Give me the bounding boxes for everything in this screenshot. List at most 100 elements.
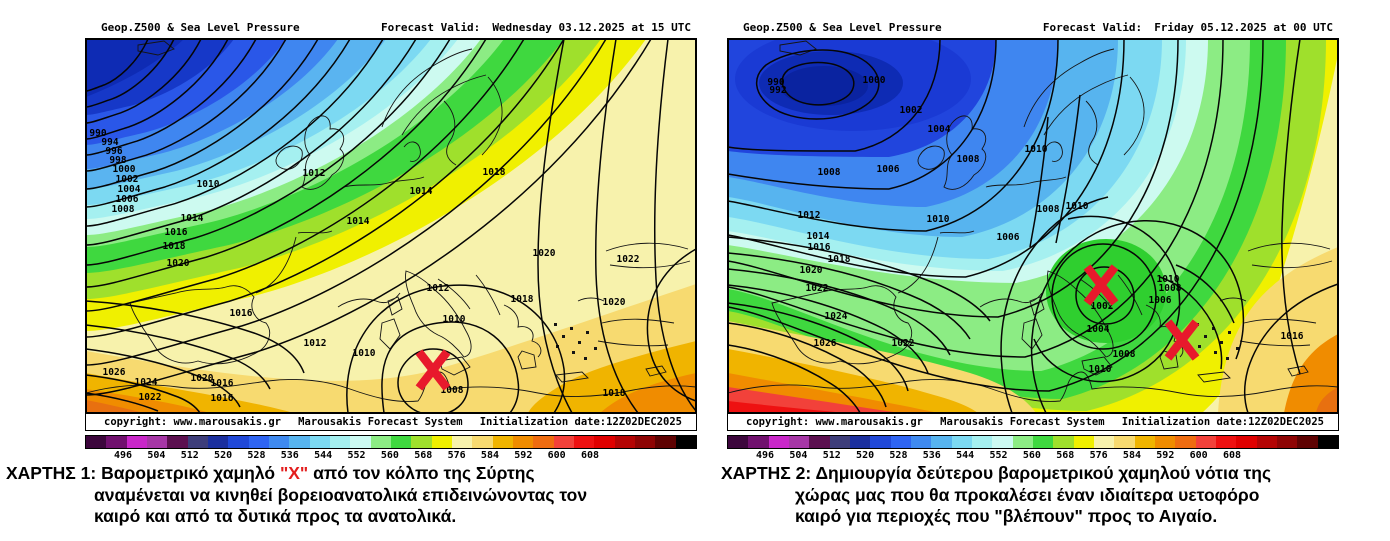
colorbar-segment bbox=[890, 436, 911, 448]
isobar-label: 1026 bbox=[814, 338, 837, 349]
isobar-label: 1026 bbox=[103, 367, 126, 378]
colorbar-segment bbox=[1134, 436, 1155, 448]
low-pressure-x-mark bbox=[1083, 264, 1119, 306]
isobar-label: 1014 bbox=[347, 216, 370, 227]
map1-valid-value: Wednesday 03.12.2025 at 15 UTC bbox=[492, 20, 691, 34]
colorbar-segment bbox=[248, 436, 269, 448]
isobar-contours bbox=[727, 38, 1339, 414]
panel-map-1: Geop.Z500 & Sea Level Pressure Forecast … bbox=[6, 16, 697, 526]
colorbar-segment bbox=[553, 436, 574, 448]
colorbar-tick-label: 512 bbox=[180, 450, 199, 461]
isobar-label: 998 bbox=[109, 155, 126, 166]
isobar-label: 1002 bbox=[1091, 301, 1114, 312]
caption-label: ΧΑΡΤΗΣ 2: bbox=[721, 463, 816, 483]
isobar-labels: 9909949969981000100210041006100810101012… bbox=[89, 128, 639, 404]
isobar-label: 1012 bbox=[304, 338, 327, 349]
isobar-label: 1016 bbox=[165, 227, 188, 238]
colorbar-segment bbox=[1154, 436, 1176, 448]
colorbar-tick-label: 528 bbox=[247, 450, 266, 461]
isobar-label: 1008 bbox=[112, 204, 135, 215]
isobar-label: 1010 bbox=[197, 179, 220, 190]
isobar-label: 1008 bbox=[1159, 283, 1182, 294]
isobar-label: 990 bbox=[767, 77, 784, 88]
isobar-label: 1010 bbox=[1025, 144, 1048, 155]
colorbar-segment bbox=[126, 436, 147, 448]
colorbar-segment bbox=[86, 436, 107, 448]
low-pressure-x-mark bbox=[1164, 319, 1200, 361]
colorbar-tick-label: 504 bbox=[147, 450, 166, 461]
colorbar-segment bbox=[268, 436, 290, 448]
colorbar-tick-label: 576 bbox=[1089, 450, 1108, 461]
map2-header: Geop.Z500 & Sea Level Pressure Forecast … bbox=[727, 16, 1339, 38]
isobar-label: 1016 bbox=[1281, 331, 1304, 342]
isobar-contours bbox=[85, 38, 697, 414]
map2-init-date: Initialization date:12Z02DEC2025 bbox=[1121, 416, 1324, 428]
weather-map-1: 9909949969981000100210041006100810101012… bbox=[85, 38, 697, 414]
colorbar-segment bbox=[492, 436, 513, 448]
colorbar-segment bbox=[634, 436, 656, 448]
isobar-label: 1020 bbox=[603, 297, 626, 308]
colorbar-segment bbox=[829, 436, 850, 448]
colorbar-tick-label: 496 bbox=[755, 450, 775, 461]
isobar-label: 1014 bbox=[410, 186, 433, 197]
isobar-label: 1020 bbox=[800, 265, 823, 276]
isobar-label: 1024 bbox=[825, 311, 848, 322]
isobar-label: 1018 bbox=[483, 167, 506, 178]
caption-label: ΧΑΡΤΗΣ 1: bbox=[6, 463, 102, 483]
colorbar-segment bbox=[809, 436, 830, 448]
isobar-label: 1006 bbox=[877, 164, 900, 175]
colorbar-tick-label: 592 bbox=[1156, 450, 1175, 461]
colorbar-segment bbox=[655, 436, 676, 448]
map1-product-title: Geop.Z500 & Sea Level Pressure bbox=[101, 20, 300, 34]
caption-line: αναμένεται να κινηθεί βορειοανατολικά επ… bbox=[94, 485, 587, 507]
colorbar-segment bbox=[1012, 436, 1033, 448]
map1-copyright-bar: copyright: www.marousakis.gr Marousakis … bbox=[85, 414, 697, 431]
isobar-label: 1020 bbox=[533, 248, 556, 259]
isobar-label: 1022 bbox=[139, 392, 162, 403]
colorbar-segment bbox=[187, 436, 208, 448]
isobar-label: 990 bbox=[89, 128, 106, 139]
colorbar-segment bbox=[1317, 436, 1338, 448]
colorbar-segment bbox=[1276, 436, 1298, 448]
caption-text: αναμένεται να κινηθεί βορειοανατολικά επ… bbox=[94, 484, 588, 505]
caption-text: χώρας μας που θα προκαλέσει έναν ιδιαίτε… bbox=[795, 484, 1260, 505]
isobar-label: 1004 bbox=[928, 124, 951, 135]
isobar-label: 1008 bbox=[957, 154, 980, 165]
caption-text: Βαρομετρικό χαμηλό bbox=[101, 463, 280, 483]
isobar-label: 1018 bbox=[511, 294, 534, 305]
colorbar-tick-label: 520 bbox=[856, 450, 875, 461]
isobar-label: 1018 bbox=[603, 388, 626, 399]
colorbar-segment bbox=[614, 436, 635, 448]
isobar-label: 1010 bbox=[443, 314, 466, 325]
isobar-label: 1022 bbox=[806, 283, 829, 294]
colorbar-segment bbox=[228, 436, 249, 448]
isobar-label: 1006 bbox=[997, 232, 1020, 243]
caption-map-2: ΧΑΡΤΗΣ 2: Δημιουργία δεύτερου βαρομετρικ… bbox=[721, 463, 1271, 528]
map2-system-text: Marousakis Forecast System bbox=[940, 416, 1105, 428]
colorbar-segment bbox=[1073, 436, 1094, 448]
colorbar-tick-label: 536 bbox=[922, 450, 941, 461]
caption-map-1: ΧΑΡΤΗΣ 1: Βαρομετρικό χαμηλό "Χ" από τον… bbox=[6, 463, 587, 528]
colorbar-segment bbox=[992, 436, 1013, 448]
colorbar-segment bbox=[748, 436, 769, 448]
colorbar-segment bbox=[675, 436, 696, 448]
isobar-label: 1022 bbox=[617, 254, 640, 265]
panel-map-2: Geop.Z500 & Sea Level Pressure Forecast … bbox=[721, 16, 1339, 526]
colorbar-segment bbox=[1032, 436, 1054, 448]
weather-map-2: 9909921000100210041006100810081010101210… bbox=[727, 38, 1339, 414]
isobar-label: 1008 bbox=[818, 167, 841, 178]
isobar-label: 1022 bbox=[892, 338, 915, 349]
map2-copyright-text: copyright: www.marousakis.gr bbox=[746, 416, 924, 428]
colorbar-segment bbox=[431, 436, 452, 448]
colorbar-segment bbox=[951, 436, 972, 448]
colorbar-segment bbox=[370, 436, 391, 448]
colorbar-segment bbox=[1195, 436, 1216, 448]
isobar-label: 1006 bbox=[116, 194, 139, 205]
colorbar-segment bbox=[1053, 436, 1074, 448]
low-pressure-x-mark bbox=[415, 349, 451, 391]
colorbar-segment bbox=[971, 436, 993, 448]
isobar-label: 1010 bbox=[1089, 364, 1112, 375]
colorbar-tick-label: 608 bbox=[581, 450, 600, 461]
isobar-label: 1000 bbox=[113, 164, 136, 175]
map2-product-title: Geop.Z500 & Sea Level Pressure bbox=[743, 20, 942, 34]
